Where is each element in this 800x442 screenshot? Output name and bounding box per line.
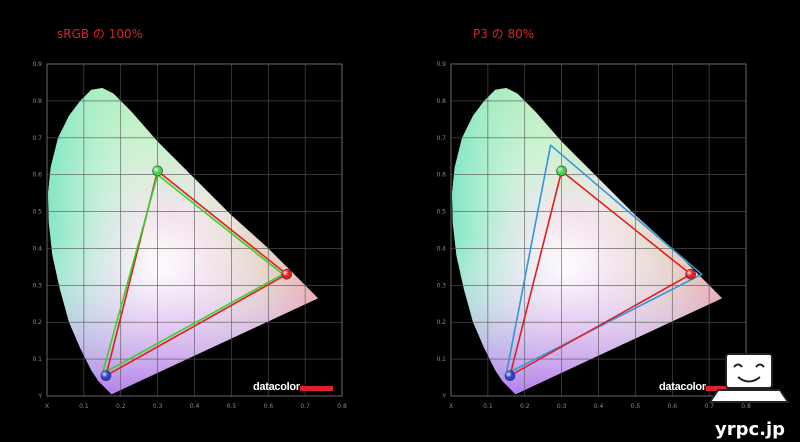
y-tick-label: 0.1 xyxy=(436,356,446,363)
x-tick-label: 0.3 xyxy=(153,403,163,410)
x-tick-label: 0.7 xyxy=(704,403,714,410)
watermark-text: yrpc.jp xyxy=(714,419,786,440)
x-tick-label: 0.1 xyxy=(483,403,493,410)
y-tick-label: 0.8 xyxy=(436,98,446,105)
y-tick-label: 0.7 xyxy=(436,135,446,142)
x-tick-label: 0.6 xyxy=(263,403,273,410)
y-tick-label: 0.3 xyxy=(436,282,446,289)
x-tick-label: 0.4 xyxy=(190,403,200,410)
y-tick-label: Y xyxy=(441,393,446,400)
datacolor-logo-bar xyxy=(706,386,739,391)
primary-marker-highlight xyxy=(685,269,696,280)
y-tick-label: 0.6 xyxy=(32,172,42,179)
cie-locus-tint xyxy=(48,88,318,395)
y-tick-label: 0.6 xyxy=(436,172,446,179)
x-tick-label: 0.2 xyxy=(116,403,126,410)
x-tick-label: 0.5 xyxy=(631,403,641,410)
x-tick-label: 0.2 xyxy=(520,403,530,410)
y-tick-label: 0.1 xyxy=(32,356,42,363)
primary-marker-highlight xyxy=(152,165,163,176)
y-tick-label: 0.2 xyxy=(32,319,42,326)
yrpc-watermark: yrpc.jp xyxy=(704,350,796,440)
x-tick-label: 0.5 xyxy=(227,403,237,410)
y-tick-label: 0.9 xyxy=(32,61,42,68)
gamut-triangle xyxy=(105,170,288,377)
y-tick-label: 0.5 xyxy=(32,209,42,216)
x-tick-label: 0.6 xyxy=(667,403,677,410)
y-tick-label: 0.8 xyxy=(32,98,42,105)
datacolor-logo-bar xyxy=(300,386,333,391)
chart-srgb: X 0.1 0.2 0.3 0.4 0.5 0.6 0.7 0.8 Y 0.1 0.2 0.3 0.4 0.… xyxy=(32,61,346,410)
chart-title-p3: P3 の 80% xyxy=(473,27,535,41)
primary-marker-highlight xyxy=(281,269,292,280)
cie-locus-tint xyxy=(452,88,722,395)
y-tick-label: 0.4 xyxy=(32,245,42,252)
datacolor-logo: datacolor xyxy=(253,381,300,393)
y-tick-label: 0.3 xyxy=(32,282,42,289)
primary-marker-highlight xyxy=(556,165,567,176)
y-tick-label: 0.4 xyxy=(436,245,446,252)
laptop-face-icon xyxy=(708,353,790,403)
plot-frame xyxy=(450,63,747,397)
x-tick-label: 0.3 xyxy=(557,403,567,410)
x-tick-label: X xyxy=(449,403,453,410)
x-tick-label: 0.8 xyxy=(337,403,347,410)
gamut-triangle xyxy=(101,173,284,375)
y-tick-label: 0.5 xyxy=(436,209,446,216)
y-tick-label: 0.2 xyxy=(436,319,446,326)
x-tick-label: 0.4 xyxy=(594,403,604,410)
gamut-triangle xyxy=(505,144,703,375)
chart-p3: X 0.1 0.2 0.3 0.4 0.5 0.6 0.7 0.8 Y 0.1 0.2 0.3 0.4 0.… xyxy=(436,61,750,410)
y-tick-label: 0.9 xyxy=(436,61,446,68)
x-tick-label: X xyxy=(45,403,49,410)
y-tick-label: 0.7 xyxy=(32,135,42,142)
datacolor-logo: datacolor xyxy=(659,381,706,393)
plot-frame xyxy=(46,63,343,397)
gamut-triangle xyxy=(509,170,692,377)
x-tick-label: 0.7 xyxy=(300,403,310,410)
x-tick-label: 0.8 xyxy=(741,403,751,410)
primary-marker-highlight xyxy=(505,370,515,381)
y-tick-label: Y xyxy=(37,393,42,400)
x-tick-label: 0.1 xyxy=(79,403,89,410)
chart-title-srgb: sRGB の 100% xyxy=(57,27,144,41)
primary-marker-highlight xyxy=(101,370,111,381)
